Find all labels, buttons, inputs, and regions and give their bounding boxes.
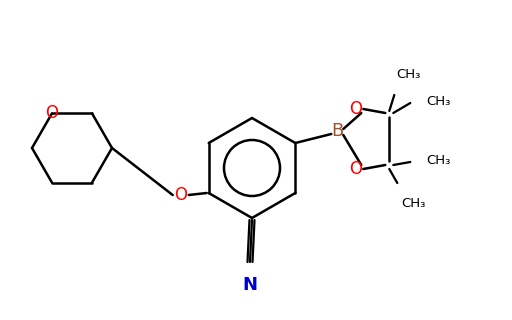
Text: O: O xyxy=(174,186,187,204)
Text: CH₃: CH₃ xyxy=(426,154,451,166)
Text: O: O xyxy=(349,100,362,118)
Text: CH₃: CH₃ xyxy=(426,94,451,108)
Text: CH₃: CH₃ xyxy=(401,197,425,210)
Text: CH₃: CH₃ xyxy=(396,68,421,81)
Text: N: N xyxy=(243,276,258,294)
Text: O: O xyxy=(349,160,362,178)
Text: B: B xyxy=(331,122,344,140)
Text: O: O xyxy=(46,104,58,122)
